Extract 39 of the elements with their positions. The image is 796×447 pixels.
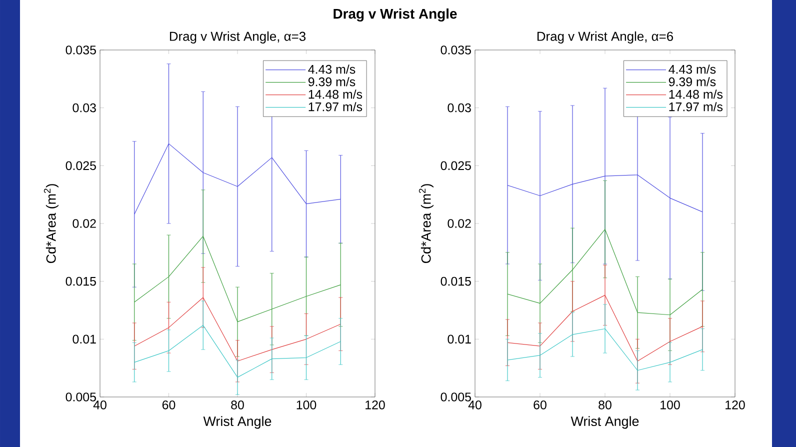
legend-label: 4.43 m/s — [668, 64, 716, 74]
y-tick-label: 0.015 — [440, 276, 471, 286]
y-tick-label: 0.01 — [72, 334, 96, 344]
legend-label: 14.48 m/s — [669, 90, 723, 99]
x-tick-label: 60 — [534, 400, 546, 410]
legend-label: 14.48 m/s — [308, 90, 362, 99]
x-tick-label: 40 — [93, 400, 106, 410]
y-tick-label: 0.03 — [72, 103, 96, 112]
x-tick-label: 40 — [468, 400, 482, 410]
chart-title: Drag v Wrist Angle, α=3 — [170, 31, 306, 44]
x-tick-label: 80 — [231, 400, 244, 410]
y-tick-label: 0.035 — [440, 46, 471, 54]
text: Drag v Wrist Angle — [334, 8, 457, 22]
y-tick-label: 0.03 — [448, 103, 471, 112]
x-tick-label: 100 — [660, 400, 680, 410]
y-tick-label: 0.01 — [448, 334, 471, 344]
y-tick-label: 0.025 — [440, 161, 471, 170]
y-tick-label: 0.02 — [448, 219, 471, 228]
y-tick-label: 0.005 — [66, 392, 96, 402]
chart-title: Drag v Wrist Angle, α=6 — [537, 31, 674, 44]
x-tick-label: 120 — [366, 400, 385, 410]
x-tick-label: 80 — [598, 400, 612, 410]
y-tick-label: 0.005 — [440, 392, 471, 402]
x-tick-label: 120 — [726, 400, 745, 410]
x-tick-label: 60 — [162, 400, 176, 410]
x-axis-title: Wrist Angle — [203, 416, 272, 429]
y-tick-label: 0.035 — [66, 46, 96, 54]
legend-label: 17.97 m/s — [308, 102, 362, 112]
y-tick-label: 0.015 — [66, 276, 96, 286]
legend-label: 4.43 m/s — [308, 64, 356, 74]
legend-label: 17.97 m/s — [669, 102, 723, 112]
y-axis-title: Cd*Area (m$^{2}$) — [418, 184, 434, 264]
y-tick-label: 0.02 — [72, 219, 96, 228]
x-axis-title: Wrist Angle — [570, 416, 639, 429]
legend-label: 9.39 m/s — [308, 77, 356, 86]
y-axis-title: Cd*Area (m$^{2}$) — [44, 184, 58, 264]
x-tick-label: 100 — [296, 400, 316, 410]
y-tick-label: 0.025 — [66, 161, 96, 170]
legend-label: 9.39 m/s — [668, 77, 716, 86]
